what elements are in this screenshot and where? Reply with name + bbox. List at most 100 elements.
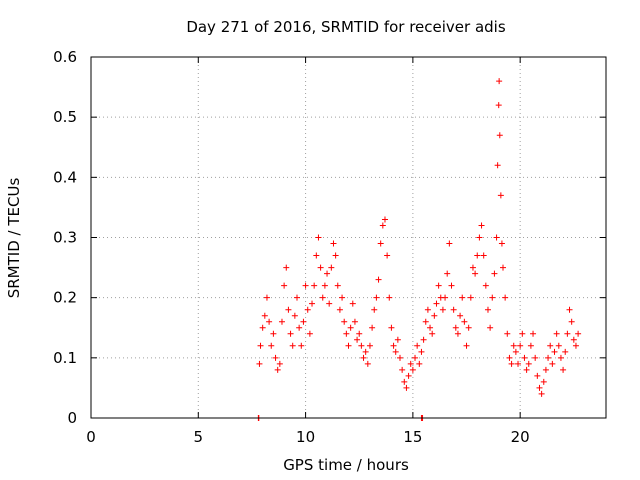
data-point — [532, 354, 539, 361]
data-point — [568, 318, 575, 325]
data-point — [540, 378, 547, 385]
x-tick-label: 0 — [86, 428, 96, 446]
data-point — [349, 300, 356, 307]
data-point — [388, 324, 395, 331]
data-point — [409, 366, 416, 373]
data-point — [487, 324, 494, 331]
data-point — [401, 378, 408, 385]
data-point — [278, 318, 285, 325]
data-point — [549, 360, 556, 367]
data-point — [562, 348, 569, 355]
data-point — [343, 330, 350, 337]
data-point — [384, 252, 391, 259]
data-point — [379, 222, 386, 229]
data-point — [427, 324, 434, 331]
data-point — [496, 132, 503, 139]
x-axis-label: GPS time / hours — [283, 456, 409, 474]
data-point — [435, 282, 442, 289]
data-point — [324, 270, 331, 277]
data-point — [527, 342, 534, 349]
data-point — [261, 312, 268, 319]
data-point — [281, 282, 288, 289]
data-point — [377, 240, 384, 247]
data-point — [429, 330, 436, 337]
data-point — [375, 276, 382, 283]
data-point — [296, 324, 303, 331]
data-point — [347, 324, 354, 331]
data-point — [555, 342, 562, 349]
data-point — [472, 270, 479, 277]
y-tick-label: 0.1 — [53, 349, 77, 367]
data-points — [255, 78, 582, 421]
data-point — [519, 330, 526, 337]
data-point — [259, 324, 266, 331]
data-point — [557, 354, 564, 361]
data-point — [431, 312, 438, 319]
data-point — [371, 306, 378, 313]
data-point — [506, 354, 513, 361]
data-point — [489, 294, 496, 301]
data-point — [283, 264, 290, 271]
data-point — [454, 330, 461, 337]
data-point — [332, 252, 339, 259]
data-point — [414, 342, 421, 349]
data-point — [268, 342, 275, 349]
data-point — [515, 360, 522, 367]
chart-title: Day 271 of 2016, SRMTID for receiver adi… — [186, 18, 506, 36]
data-point — [319, 294, 326, 301]
data-point — [521, 354, 528, 361]
data-point — [420, 336, 427, 343]
data-point — [321, 282, 328, 289]
y-tick-label: 0.4 — [53, 168, 77, 186]
data-point — [530, 330, 537, 337]
axis-ticks — [90, 56, 606, 419]
data-point — [474, 252, 481, 259]
data-point — [416, 360, 423, 367]
data-point — [306, 330, 313, 337]
data-point — [390, 342, 397, 349]
data-point — [551, 348, 558, 355]
data-point — [317, 264, 324, 271]
grid-lines — [91, 57, 606, 418]
data-point — [302, 282, 309, 289]
data-point — [508, 360, 515, 367]
x-tick-label: 20 — [511, 428, 530, 446]
data-point — [424, 306, 431, 313]
data-point — [422, 318, 429, 325]
data-point — [392, 348, 399, 355]
y-tick-label: 0.2 — [53, 289, 77, 307]
data-point — [542, 366, 549, 373]
data-point — [564, 330, 571, 337]
x-tick-label: 5 — [194, 428, 204, 446]
x-tick-label: 15 — [403, 428, 422, 446]
data-point — [403, 384, 410, 391]
data-point — [328, 264, 335, 271]
y-tick-label: 0 — [67, 409, 77, 427]
data-point — [351, 318, 358, 325]
data-point — [517, 342, 524, 349]
data-point — [336, 306, 343, 313]
data-point — [467, 294, 474, 301]
data-point — [386, 294, 393, 301]
data-point — [285, 306, 292, 313]
data-point — [300, 318, 307, 325]
data-point — [502, 294, 509, 301]
data-point — [311, 282, 318, 289]
data-point — [523, 366, 530, 373]
data-point — [362, 348, 369, 355]
data-point — [545, 354, 552, 361]
data-point — [326, 300, 333, 307]
data-point — [494, 162, 501, 169]
data-point — [525, 360, 532, 367]
data-point — [266, 318, 273, 325]
data-point — [439, 306, 446, 313]
data-point — [339, 294, 346, 301]
data-point — [309, 300, 316, 307]
data-point — [294, 294, 300, 301]
data-point — [256, 360, 263, 367]
data-point — [315, 234, 322, 241]
data-point — [480, 252, 487, 259]
data-point — [373, 294, 380, 301]
data-point — [369, 324, 376, 331]
